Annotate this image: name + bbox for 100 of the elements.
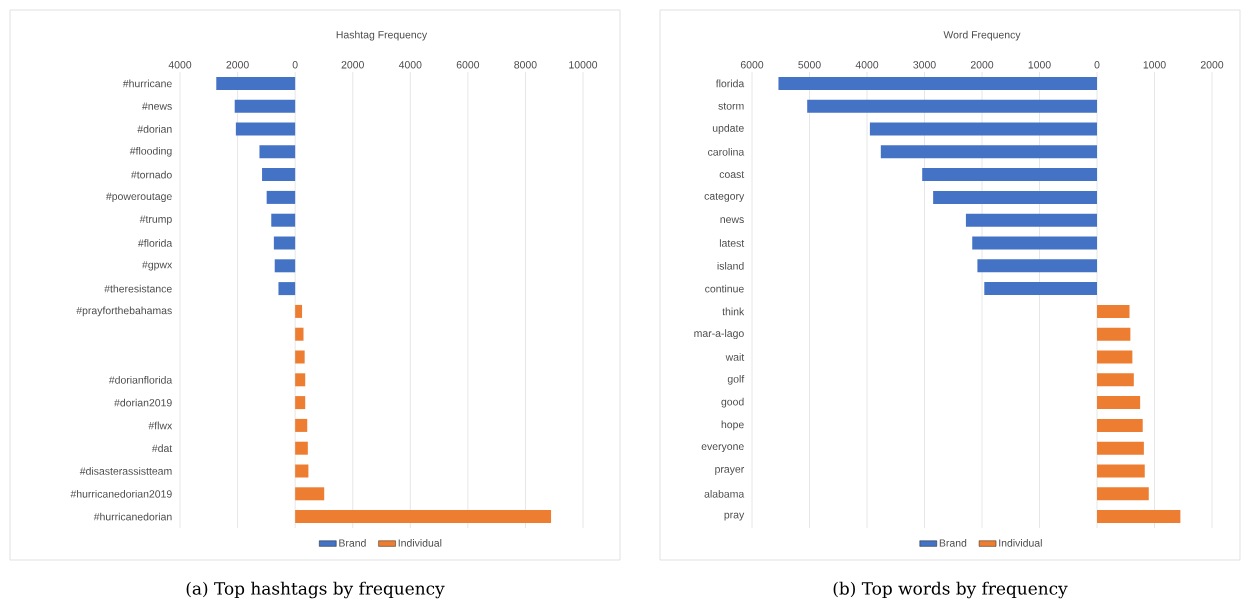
y-tick-label: #trump — [139, 215, 172, 225]
y-tick-label: #theresistance — [104, 284, 172, 293]
legend-label: Individual — [398, 539, 442, 547]
y-tick-label: #dorianflorida — [108, 375, 173, 384]
bar — [295, 510, 552, 524]
bar — [234, 99, 296, 113]
bar — [880, 145, 1098, 159]
text: (b) Top words by frequency — [833, 581, 1068, 599]
bar — [235, 122, 296, 136]
bar — [1097, 510, 1181, 524]
y-tick-label: florida — [715, 79, 745, 88]
y-tick-label: #flwx — [148, 421, 173, 430]
x-tick-label: 6000 — [740, 61, 764, 69]
x-tick-label: 2000 — [341, 61, 364, 69]
bar — [869, 122, 1098, 136]
y-tick-label: carolina — [708, 147, 745, 156]
bar — [1097, 304, 1130, 318]
x-tick-label: 8000 — [514, 61, 537, 69]
y-tick-label: category — [704, 192, 745, 202]
bar — [1097, 441, 1144, 455]
bar — [278, 282, 296, 296]
y-tick-label: #disasterassistteam — [79, 467, 172, 475]
y-tick-label: #dorian — [137, 125, 172, 133]
bar — [1097, 396, 1141, 410]
bar — [1097, 487, 1149, 501]
x-tick-label: 0 — [1094, 61, 1100, 69]
y-tick-label: #poweroutage — [105, 192, 172, 203]
y-tick-label: #hurricanedorian2019 — [70, 489, 172, 498]
y-tick-label: news — [720, 217, 744, 224]
y-tick-label: #hurricanedorian — [93, 512, 172, 521]
bar — [778, 76, 1098, 90]
bar — [273, 236, 296, 250]
bar — [977, 259, 1098, 273]
bar — [984, 282, 1098, 296]
y-tick-label: continue — [705, 284, 744, 293]
y-tick-label: storm — [718, 102, 744, 110]
y-tick-label: alabama — [704, 489, 745, 498]
y-tick-label: pray — [724, 512, 745, 521]
bar — [259, 145, 296, 159]
bar — [274, 259, 296, 273]
y-tick-label: think — [722, 307, 745, 316]
x-tick-label: 6000 — [456, 61, 480, 69]
bar — [295, 418, 308, 432]
bar — [1097, 350, 1133, 364]
bar — [216, 76, 296, 90]
bar — [295, 373, 306, 387]
chart-title: Hashtag Frequency — [336, 30, 428, 41]
y-tick-label: golf — [727, 374, 745, 385]
x-tick-label: 10000 — [569, 61, 598, 69]
x-tick-label: 0 — [292, 61, 298, 69]
bar — [262, 168, 296, 182]
bar — [1097, 373, 1134, 387]
bar — [295, 350, 305, 364]
bar — [972, 236, 1098, 250]
y-tick-label: #dorian2019 — [114, 398, 172, 407]
bar — [295, 304, 303, 318]
x-tick-label: 1000 — [1143, 61, 1166, 69]
x-tick-label: 2000 — [1200, 61, 1224, 69]
bar — [295, 441, 308, 455]
chart-title: Word Frequency — [943, 30, 1021, 41]
bar — [295, 464, 309, 478]
y-tick-label: #gpwx — [142, 261, 173, 271]
x-tick-label: 3000 — [913, 61, 936, 69]
x-tick-label: 4000 — [855, 61, 879, 69]
y-tick-label: good — [721, 397, 744, 408]
bar — [807, 99, 1098, 113]
x-tick-label: 4000 — [168, 61, 192, 69]
bar — [295, 487, 325, 501]
y-tick-label: coast — [719, 171, 745, 179]
bar — [965, 213, 1098, 227]
bar — [266, 190, 296, 204]
x-tick-label: 5000 — [798, 61, 821, 69]
bar — [922, 168, 1098, 182]
y-tick-label: island — [717, 261, 744, 270]
x-tick-label: 2000 — [226, 61, 249, 69]
y-tick-label: #tornado — [130, 170, 172, 179]
x-tick-label: 2000 — [970, 61, 994, 69]
y-tick-label: wait — [725, 353, 745, 361]
y-tick-label: #dat — [151, 444, 173, 453]
y-tick-label: update — [712, 124, 744, 134]
bar — [1097, 327, 1131, 341]
y-tick-label: #news — [142, 102, 172, 110]
y-tick-label: #flooding — [129, 146, 172, 157]
bar — [1097, 464, 1145, 478]
y-tick-label: prayer — [715, 467, 745, 475]
bar — [1097, 418, 1143, 432]
y-tick-label: mar-a-lago — [694, 329, 744, 340]
legend-label: Brand — [339, 539, 366, 547]
y-tick-label: #hurricane — [122, 79, 172, 88]
y-tick-label: hope — [721, 420, 744, 431]
x-tick-label: 1000 — [1028, 61, 1051, 69]
y-tick-label: everyone — [701, 444, 744, 453]
y-tick-label: latest — [719, 239, 745, 247]
bar — [933, 190, 1098, 204]
x-tick-label: 4000 — [398, 61, 422, 69]
legend-label: Brand — [939, 539, 967, 547]
text: (a) Top hashtags by frequency — [186, 581, 445, 599]
y-tick-label: #florida — [137, 239, 173, 247]
y-tick-label: #prayforthebahamas — [76, 306, 172, 317]
bar — [271, 213, 296, 227]
